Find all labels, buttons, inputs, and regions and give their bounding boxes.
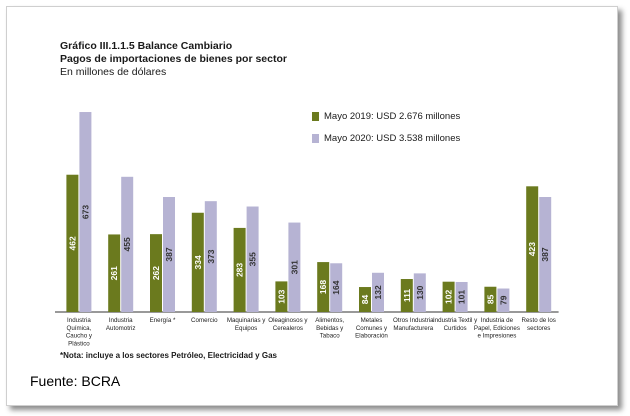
bar-2019-2 [150,234,162,312]
tick-label-3-0: Comercio [191,317,218,324]
data-label-2020-7: 132 [373,285,383,299]
bar-2019-5 [275,281,288,312]
bar-2019-9 [442,281,455,312]
legend-label-2020: Mayo 2020: USD 3.538 millones [324,132,461,144]
bar-2019-1 [108,234,121,312]
tick-label-0-2: Caucho y [66,333,93,340]
chart-subtitle: Pagos de importaciones de bienes por sec… [60,53,287,65]
tick-label-1-0: Industria [109,317,133,324]
legend-item-2020: Mayo 2020: USD 3.538 millones [312,129,460,147]
tick-label-4-1: Equipos [235,325,257,332]
data-label-2019-5: 103 [276,289,286,303]
bar-2019-3 [191,212,204,312]
legend-label-2019: Mayo 2019: USD 2.676 millones [324,110,461,122]
chart-titles: Gráfico III.1.1.5 Balance Cambiario Pago… [60,40,287,79]
data-label-2020-0: 673 [80,205,90,219]
data-label-2020-11: 387 [540,247,550,261]
tick-label-9-0: Industria Textil y [433,317,478,324]
chart-units: En millones de dólares [60,66,167,78]
data-label-2019-11: 423 [527,242,537,256]
data-label-2019-6: 168 [318,280,328,294]
data-label-2019-4: 283 [235,263,245,277]
bar-2019-11 [526,186,539,312]
data-label-2020-3: 373 [206,249,216,263]
data-label-2019-3: 334 [193,255,203,269]
bar-2020-2 [163,197,175,312]
data-label-2019-0: 462 [67,236,77,250]
data-label-2020-6: 164 [331,280,341,294]
data-label-2019-2: 262 [151,266,161,280]
chart-title: Gráfico III.1.1.5 Balance Cambiario [60,40,233,52]
tick-label-11-1: sectores [527,325,550,332]
bar-2019-6 [317,262,330,312]
bar-2020-9 [455,281,468,312]
tick-label-7-0: Metales [361,317,383,324]
legend-swatch-2019 [312,111,319,121]
bar-2019-0 [66,174,79,312]
tick-label-0-3: Plástico [68,340,90,347]
tick-label-10-1: Papel, Ediciones [474,325,520,332]
tick-label-9-1: Curtidos [444,325,467,332]
bar-2020-6 [330,263,343,312]
tick-label-10-0: Industria de [481,317,514,324]
bar-2020-1 [121,176,134,312]
data-label-2019-7: 84 [360,295,370,305]
bar-2020-4 [246,206,259,312]
tick-label-8-0: Otros Industria [393,317,434,324]
chart-legend: Mayo 2019: USD 2.676 millones Mayo 2020:… [312,107,460,151]
bar-2019-4 [233,227,246,312]
bar-2020-11 [539,197,552,312]
data-label-2020-5: 301 [289,260,299,274]
bar-2020-5 [288,222,301,312]
data-label-2019-1: 261 [109,266,119,280]
bar-2019-8 [400,279,413,312]
chart-frame [6,6,618,406]
data-label-2020-10: 79 [498,295,508,305]
tick-label-7-2: Elaboración [355,333,388,340]
bar-2020-10 [497,288,510,312]
tick-label-1-1: Automotriz [106,325,136,332]
tick-label-5-0: Oleaginosos y [268,317,308,324]
tick-label-4-0: Maquinarias y [227,317,266,324]
data-label-2019-9: 102 [444,289,454,303]
bar-2020-0 [79,112,92,312]
tick-label-5-1: Cerealeros [273,325,303,332]
tick-label-10-2: e Impresiones [477,333,516,340]
bar-2019-10 [484,286,497,312]
data-label-2020-2: 387 [164,247,174,261]
data-label-2020-8: 130 [415,285,425,299]
data-label-2019-10: 85 [485,294,495,304]
tick-label-7-1: Comunes y [356,325,388,332]
bar-2020-8 [413,273,426,312]
bar-2020-7 [372,272,384,312]
tick-label-0-0: Industria [67,317,91,324]
data-label-2020-1: 455 [122,237,132,251]
legend-item-2019: Mayo 2019: USD 2.676 millones [312,107,460,125]
tick-label-8-1: Manufacturera [393,325,433,332]
data-label-2020-9: 101 [457,290,467,304]
tick-label-6-1: Bebidas y [316,325,344,332]
tick-label-6-0: Alimentos, [315,317,344,324]
tick-label-2-0: Energía * [150,317,176,324]
data-label-2019-8: 111 [402,289,412,303]
chart-note: *Nota: incluye a los sectores Petróleo, … [60,351,277,360]
chart-source: Fuente: BCRA [30,373,121,389]
tick-label-0-1: Química, [67,325,92,332]
tick-label-11-0: Resto de los [521,317,555,324]
bar-2019-7 [359,287,371,312]
legend-swatch-2020 [312,133,319,143]
tick-label-6-2: Tabaco [320,333,341,340]
bar-2020-3 [204,201,217,312]
data-label-2020-4: 355 [248,252,258,266]
